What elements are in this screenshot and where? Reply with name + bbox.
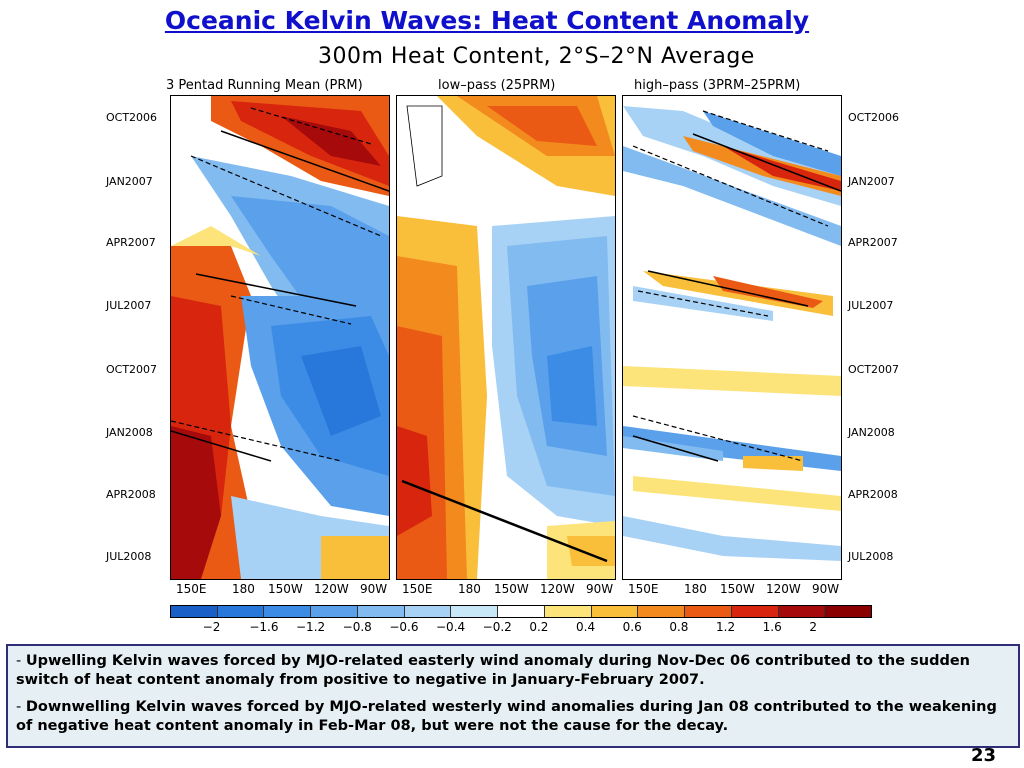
colorbar-label-6: −0.2 [482, 620, 512, 634]
colorbar [170, 605, 872, 618]
xtick-p2-2: 150W [494, 582, 529, 596]
xtick-p1-4: 90W [360, 582, 388, 596]
colorbar-label-1: −1.6 [249, 620, 279, 634]
colorbar-label-12: 1.6 [762, 620, 782, 634]
colorbar-swatch-1 [217, 606, 265, 617]
ytick-left-1: JAN2007 [106, 175, 153, 188]
colorbar-swatch-0 [171, 606, 218, 617]
xtick-p2-4: 90W [586, 582, 614, 596]
colorbar-swatch-2 [264, 606, 312, 617]
xtick-p3-2: 150W [720, 582, 755, 596]
xtick-p3-1: 180 [684, 582, 707, 596]
note-1-dash: - [16, 653, 22, 669]
colorbar-label-2: −1.2 [296, 620, 326, 634]
xtick-p3-4: 90W [812, 582, 840, 596]
colorbar-label-7: 0.2 [529, 620, 549, 634]
colorbar-label-11: 1.2 [716, 620, 736, 634]
colorbar-swatch-4 [357, 606, 405, 617]
colorbar-swatch-11 [685, 606, 732, 617]
xtick-p2-3: 120W [540, 582, 575, 596]
note-1-text: Upwelling Kelvin waves forced by MJO-rel… [16, 653, 970, 688]
ytick-right-4: OCT2007 [848, 363, 900, 376]
xtick-p1-2: 150W [268, 582, 303, 596]
page-number: 23 [970, 745, 996, 766]
colorbar-label-8: 0.4 [576, 620, 596, 634]
colorbar-label-5: −0.4 [436, 620, 466, 634]
xtick-p3-3: 120W [766, 582, 801, 596]
note-2: - Downwelling Kelvin waves forced by MJO… [16, 698, 1010, 736]
colorbar-swatch-5 [404, 606, 452, 617]
ytick-left-0: OCT2006 [106, 111, 158, 124]
chart-title: 300m Heat Content, 2°S–2°N Average [318, 44, 755, 69]
ytick-left-6: APR2008 [106, 488, 156, 501]
colorbar-label-13: 2 [809, 620, 817, 634]
colorbar-label-10: 0.8 [669, 620, 689, 634]
heatmap-prm-svg [171, 96, 389, 579]
panel-title-lowpass: low–pass (25PRM) [438, 78, 556, 93]
ytick-right-5: JAN2008 [848, 426, 895, 439]
colorbar-swatch-8 [544, 606, 592, 617]
colorbar-swatch-7 [498, 606, 545, 617]
note-2-dash: - [16, 699, 22, 715]
panel-title-prm: 3 Pentad Running Mean (PRM) [166, 78, 363, 93]
xtick-p1-1: 180 [232, 582, 255, 596]
xtick-p1-0: 150E [176, 582, 207, 596]
xtick-p2-0: 150E [402, 582, 433, 596]
heatmap-lowpass-svg [397, 96, 615, 579]
colorbar-swatch-3 [311, 606, 358, 617]
ytick-left-7: JUL2008 [106, 550, 152, 563]
xtick-p2-1: 180 [458, 582, 481, 596]
xtick-p3-0: 150E [628, 582, 659, 596]
xtick-p1-3: 120W [314, 582, 349, 596]
ytick-left-5: JAN2008 [106, 426, 153, 439]
slide-title: Oceanic Kelvin Waves: Heat Content Anoma… [164, 6, 810, 35]
note-2-text: Downwelling Kelvin waves forced by MJO-r… [16, 699, 997, 734]
ytick-left-4: OCT2007 [106, 363, 158, 376]
colorbar-label-0: −2 [202, 620, 221, 634]
ytick-right-0: OCT2006 [848, 111, 900, 124]
colorbar-swatch-10 [638, 606, 686, 617]
colorbar-label-9: 0.6 [622, 620, 642, 634]
colorbar-swatch-13 [778, 606, 826, 617]
ytick-left-2: APR2007 [106, 236, 156, 249]
colorbar-swatch-6 [451, 606, 499, 617]
colorbar-swatch-9 [591, 606, 639, 617]
note-1: - Upwelling Kelvin waves forced by MJO-r… [16, 652, 1010, 690]
heatmap-panel-lowpass [396, 95, 616, 580]
ytick-right-3: JUL2007 [848, 299, 894, 312]
notes-box: - Upwelling Kelvin waves forced by MJO-r… [6, 644, 1020, 748]
ytick-right-7: JUL2008 [848, 550, 894, 563]
ytick-right-1: JAN2007 [848, 175, 895, 188]
colorbar-swatch-14 [825, 606, 872, 617]
colorbar-label-4: −0.6 [389, 620, 419, 634]
ytick-right-2: APR2007 [848, 236, 898, 249]
colorbar-label-3: −0.8 [342, 620, 372, 634]
heatmap-highpass-svg [623, 96, 841, 579]
ytick-left-3: JUL2007 [106, 299, 152, 312]
heatmap-panel-prm [170, 95, 390, 580]
colorbar-swatch-12 [731, 606, 779, 617]
panel-title-highpass: high–pass (3PRM–25PRM) [634, 78, 801, 93]
heatmap-panel-highpass [622, 95, 842, 580]
ytick-right-6: APR2008 [848, 488, 898, 501]
